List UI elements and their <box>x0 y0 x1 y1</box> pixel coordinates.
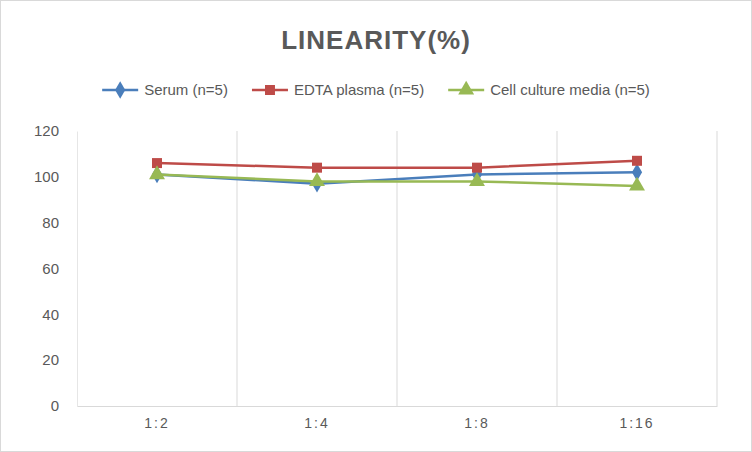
y-axis-line <box>77 132 78 407</box>
chart: 0 20 40 60 80 100 120 1:2 1:4 1:8 1:16 LINEARITY(%)… <box>0 0 752 452</box>
legend-label: Serum (n=5) <box>144 81 228 98</box>
y-tick: 120 <box>34 122 77 139</box>
x-tick: 1:8 <box>464 406 489 431</box>
marker <box>312 163 322 173</box>
grid-line <box>717 131 718 406</box>
marker <box>629 177 645 191</box>
background <box>1 1 752 452</box>
y-tick: 20 <box>42 351 77 368</box>
y-tick: 80 <box>42 214 77 231</box>
grid-line <box>237 131 238 406</box>
y-tick: 100 <box>34 168 77 185</box>
legend-item: Cell culture media (n=5) <box>448 81 650 98</box>
series <box>149 165 645 190</box>
legend: Serum (n=5) EDTA plasma (n=5) Cell culture… <box>102 81 650 99</box>
x-tick: 1:16 <box>619 406 654 431</box>
x-tick: 1:4 <box>304 406 329 431</box>
grid <box>237 131 717 406</box>
grid-line <box>397 131 398 406</box>
marker <box>149 165 165 179</box>
y-axis: 0 20 40 60 80 100 120 <box>34 122 78 414</box>
y-tick-label: 60 <box>42 260 59 277</box>
y-tick-label: 40 <box>42 306 59 323</box>
marker <box>309 172 325 186</box>
line <box>157 161 637 168</box>
x-tick: 1:2 <box>144 406 169 431</box>
series <box>152 156 642 173</box>
y-tick-label: 20 <box>42 351 59 368</box>
legend-item: Serum (n=5) <box>102 81 228 99</box>
y-tick: 60 <box>42 260 77 277</box>
legend-marker <box>115 81 125 99</box>
legend-item: EDTA plasma (n=5) <box>252 81 424 98</box>
marker <box>472 163 482 173</box>
legend-label: EDTA plasma (n=5) <box>294 81 424 98</box>
y-tick-label: 0 <box>51 397 59 414</box>
y-tick: 0 <box>51 397 77 414</box>
marker <box>632 156 642 166</box>
x-tick-label: 1:2 <box>144 415 169 431</box>
x-axis: 1:2 1:4 1:8 1:16 <box>78 406 718 431</box>
legend-marker <box>265 85 275 95</box>
x-axis-line <box>78 406 718 407</box>
y-tick-label: 80 <box>42 214 59 231</box>
series-group <box>149 156 645 193</box>
line <box>157 175 637 186</box>
legend-label: Cell culture media (n=5) <box>490 81 650 98</box>
y-tick-label: 120 <box>34 122 59 139</box>
title: LINEARITY(%) <box>281 25 471 55</box>
y-tick: 40 <box>42 306 77 323</box>
x-tick-label: 1:16 <box>619 415 654 431</box>
x-tick-label: 1:8 <box>464 415 489 431</box>
legend-marker <box>458 81 474 95</box>
marker <box>469 172 485 186</box>
plot: 0 20 40 60 80 100 120 1:2 1:4 1:8 1:16 <box>34 122 718 431</box>
y-tick-label: 100 <box>34 168 59 185</box>
x-tick-label: 1:4 <box>304 415 329 431</box>
